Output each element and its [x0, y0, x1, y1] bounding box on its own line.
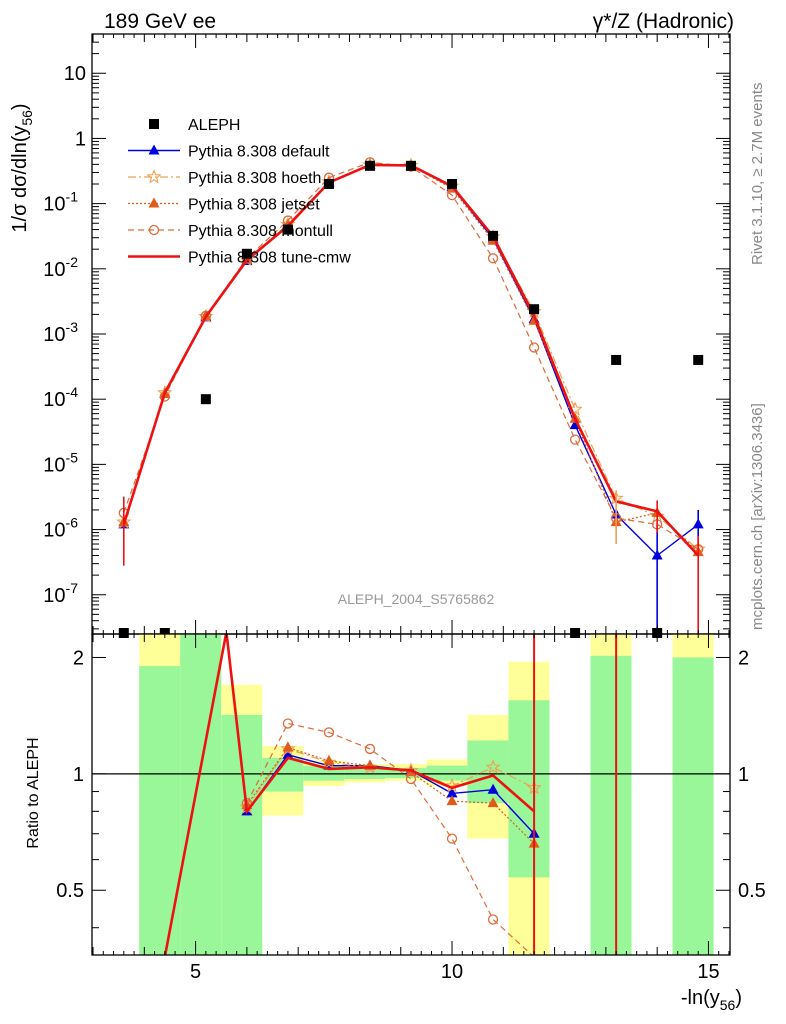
x-tick-label: 10	[441, 961, 463, 983]
mcplots-label: mcplots.cern.ch [arXiv:1306.3436]	[749, 403, 766, 630]
ratio-marker-hoeth	[280, 740, 296, 756]
ratio-marker-montull	[405, 773, 417, 785]
ratio-band-inner	[467, 740, 509, 804]
ratio-marker-jetset	[323, 754, 335, 765]
y-tick-label: 10-4	[43, 384, 78, 411]
data-point-aleph	[693, 354, 704, 365]
ratio-bands	[139, 634, 714, 955]
ratio-band-inner	[385, 768, 427, 779]
header-right-label: γ*/Z (Hadronic)	[593, 10, 734, 33]
data-point-aleph	[406, 160, 416, 171]
y-tick-label: 10-5	[43, 449, 78, 476]
ratio-marker-montull	[446, 833, 458, 844]
legend-label-tune-cmw: Pythia 8.308 tune-cmw	[188, 250, 351, 267]
data-point-aleph	[282, 224, 293, 235]
y-tick-label: 10-6	[43, 515, 78, 542]
analysis-id-label: ALEPH_2004_S5765862	[338, 591, 495, 607]
ratio-marker-jetset	[446, 795, 458, 806]
ratio-plot: 5 10 15 0.5 0.5 1 1 2 2	[56, 633, 766, 983]
legend-label-hoeth: Pythia 8.308 hoeth	[188, 170, 321, 187]
main-marker-montull	[200, 310, 212, 321]
y-tick-label: 1	[75, 128, 86, 150]
main-y-axis-title: 1/σ dσ/dln(y56)	[9, 103, 35, 232]
ratio-line-montull	[246, 722, 533, 955]
ratio-y-tick-label: 2	[73, 647, 84, 669]
rivet-version-label: Rivet 3.1.10, ≥ 2.7M events	[749, 83, 766, 266]
legend-marker-aleph	[149, 119, 159, 129]
main-marker-montull	[446, 189, 458, 201]
ratio-y-tick-label-right: 0.5	[738, 880, 766, 902]
ratio-marker-montull	[487, 914, 499, 925]
ratio-band-inner	[508, 700, 550, 878]
main-y-axis-title-text: 1/σ dσ/dln(y56)	[9, 103, 35, 232]
ratio-band-inner	[221, 714, 263, 955]
legend-label-default: Pythia 8.308 default	[188, 144, 330, 161]
ratio-line-tune-cmw	[163, 634, 535, 955]
data-point-aleph	[241, 248, 252, 259]
ratio-marker-hoeth	[362, 759, 378, 774]
data-point-aleph	[200, 394, 211, 405]
y-tick-label: 10-3	[43, 319, 78, 346]
y-tick-label: 10-1	[43, 189, 78, 216]
ratio-y-tick-label: 0.5	[56, 880, 84, 902]
ratio-y-axis-title: Ratio to ALEPH	[25, 737, 42, 848]
ratio-y-tick-label: 1	[73, 764, 84, 786]
main-marker-montull	[569, 434, 581, 445]
ratio-marker-default	[282, 748, 294, 759]
main-marker-montull	[528, 342, 540, 353]
ratio-y-tick-label-right: 2	[738, 647, 749, 669]
ratio-marker-hoeth	[321, 754, 337, 770]
ratio-marker-montull	[323, 727, 335, 738]
data-point-aleph	[364, 160, 375, 171]
x-tick-label: 15	[697, 961, 719, 983]
ratio-marker-montull	[282, 718, 294, 729]
data-point-aleph	[488, 230, 499, 241]
ratio-marker-default	[446, 787, 458, 798]
main-plot: 10-7 10-6 10-5 10-4 10-3 10-2 10-1 1 10	[43, 33, 731, 638]
ratio-marker-hoeth	[485, 759, 501, 774]
y-tick-label: 10-7	[43, 580, 78, 607]
data-point-aleph	[611, 354, 622, 365]
ratio-band-inner	[180, 634, 222, 955]
ratio-marker-jetset	[487, 797, 499, 808]
ratio-marker-default	[487, 783, 499, 794]
x-tick-label: 5	[190, 961, 201, 983]
legend-marker-jetset	[148, 197, 160, 208]
legend-label-jetset: Pythia 8.308 jetset	[188, 197, 320, 214]
header-left-label: 189 GeV ee	[104, 10, 216, 33]
legend-label-montull: Pythia 8.308 montull	[188, 223, 333, 240]
y-tick-label: 10-2	[43, 254, 78, 281]
ratio-marker-jetset	[282, 741, 294, 752]
x-axis-title: -ln(y56)	[681, 987, 742, 1013]
ratio-band-inner	[672, 657, 714, 955]
main-marker-montull	[487, 253, 499, 264]
legend-marker-default	[148, 144, 160, 155]
ratio-marker-montull	[364, 743, 376, 755]
data-point-aleph	[529, 304, 540, 315]
legend: ALEPH Pythia 8.308 default Pythia 8.308 ho…	[128, 117, 351, 267]
legend-marker-hoeth	[146, 168, 162, 184]
legend-marker-montull	[148, 224, 160, 236]
data-point-aleph	[323, 179, 334, 189]
ratio-y-tick-label-right: 1	[738, 764, 749, 786]
ratio-band-inner	[426, 765, 468, 781]
legend-label-ALEPH: ALEPH	[188, 117, 240, 134]
data-point-aleph	[447, 179, 458, 189]
ratio-series	[163, 634, 618, 955]
ratio-line-jetset	[246, 746, 535, 845]
ratio-band-inner	[590, 655, 632, 955]
y-tick-label: 10	[64, 63, 86, 85]
